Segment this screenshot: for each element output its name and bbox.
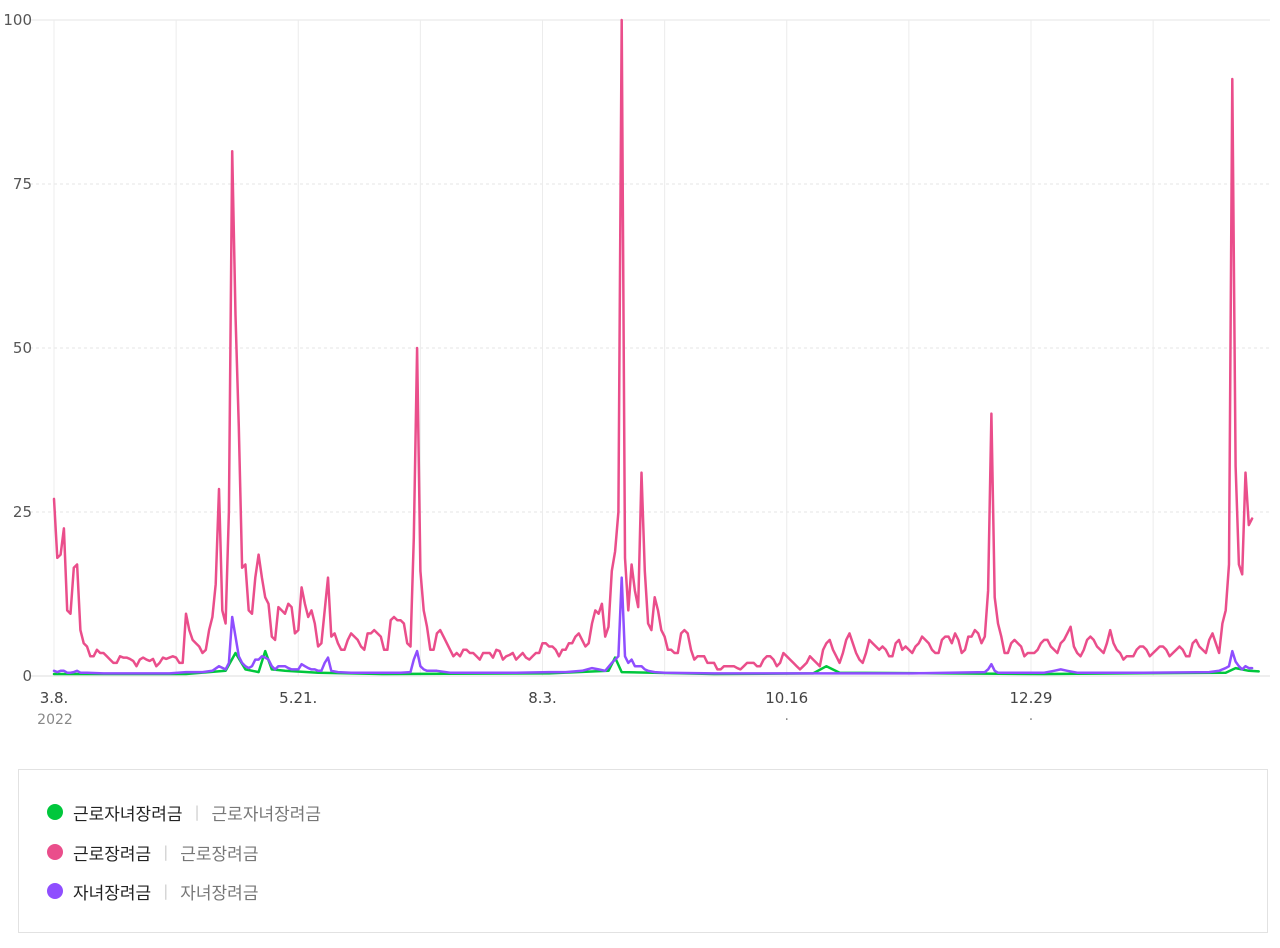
legend-dot-icon [47, 804, 63, 820]
legend-series-keyword: 자녀장려금 [180, 883, 259, 904]
y-tick-label: 0 [22, 667, 32, 685]
legend-series-keyword: 근로장려금 [180, 844, 259, 865]
legend-series-name: 자녀장려금 [73, 883, 152, 904]
chart-series [52, 18, 1260, 676]
legend-dot-icon [47, 883, 63, 899]
legend-item-work-child-incentive[interactable]: 근로자녀장려금 | 근로자녀장려금 [47, 800, 322, 825]
legend-series-name: 근로장려금 [73, 844, 152, 865]
series-line-2[interactable] [52, 576, 1254, 675]
x-tick-label: 5.21. [279, 689, 317, 707]
x-tick-label: 3.8. [40, 689, 69, 707]
x-tick-label: 8.3. [528, 689, 557, 707]
x-sub-label: · [1029, 712, 1033, 728]
line-chart: 0 25 50 75 100 3.8. 5.21. 8.3. 10.16 12.29 2022 · · [3, 11, 1270, 728]
y-tick-label: 75 [13, 175, 32, 193]
series-line-1[interactable] [52, 18, 1254, 671]
y-tick-label: 25 [13, 503, 32, 521]
legend-divider: | [163, 882, 169, 900]
y-axis: 0 25 50 75 100 [3, 11, 32, 685]
legend-item-work-incentive[interactable]: 근로장려금 | 근로장려금 [47, 840, 259, 865]
x-axis: 3.8. 5.21. 8.3. 10.16 12.29 2022 · · [37, 689, 1052, 728]
x-sub-label: · [785, 712, 789, 728]
x-tick-label: 10.16 [765, 689, 808, 707]
y-tick-label: 50 [13, 339, 32, 357]
legend: 근로자녀장려금 | 근로자녀장려금 근로장려금 | 근로장려금 자녀장려금 | … [18, 769, 1268, 933]
legend-series-name: 근로자녀장려금 [73, 804, 183, 825]
chart-grid [30, 19, 1270, 677]
x-sub-label: 2022 [37, 712, 73, 728]
legend-dot-icon [47, 844, 63, 860]
y-tick-label: 100 [3, 11, 32, 29]
legend-divider: | [163, 843, 169, 861]
legend-item-child-incentive[interactable]: 자녀장려금 | 자녀장려금 [47, 879, 259, 904]
legend-divider: | [194, 803, 200, 821]
legend-series-keyword: 근로자녀장려금 [211, 804, 322, 825]
x-tick-label: 12.29 [1010, 689, 1053, 707]
